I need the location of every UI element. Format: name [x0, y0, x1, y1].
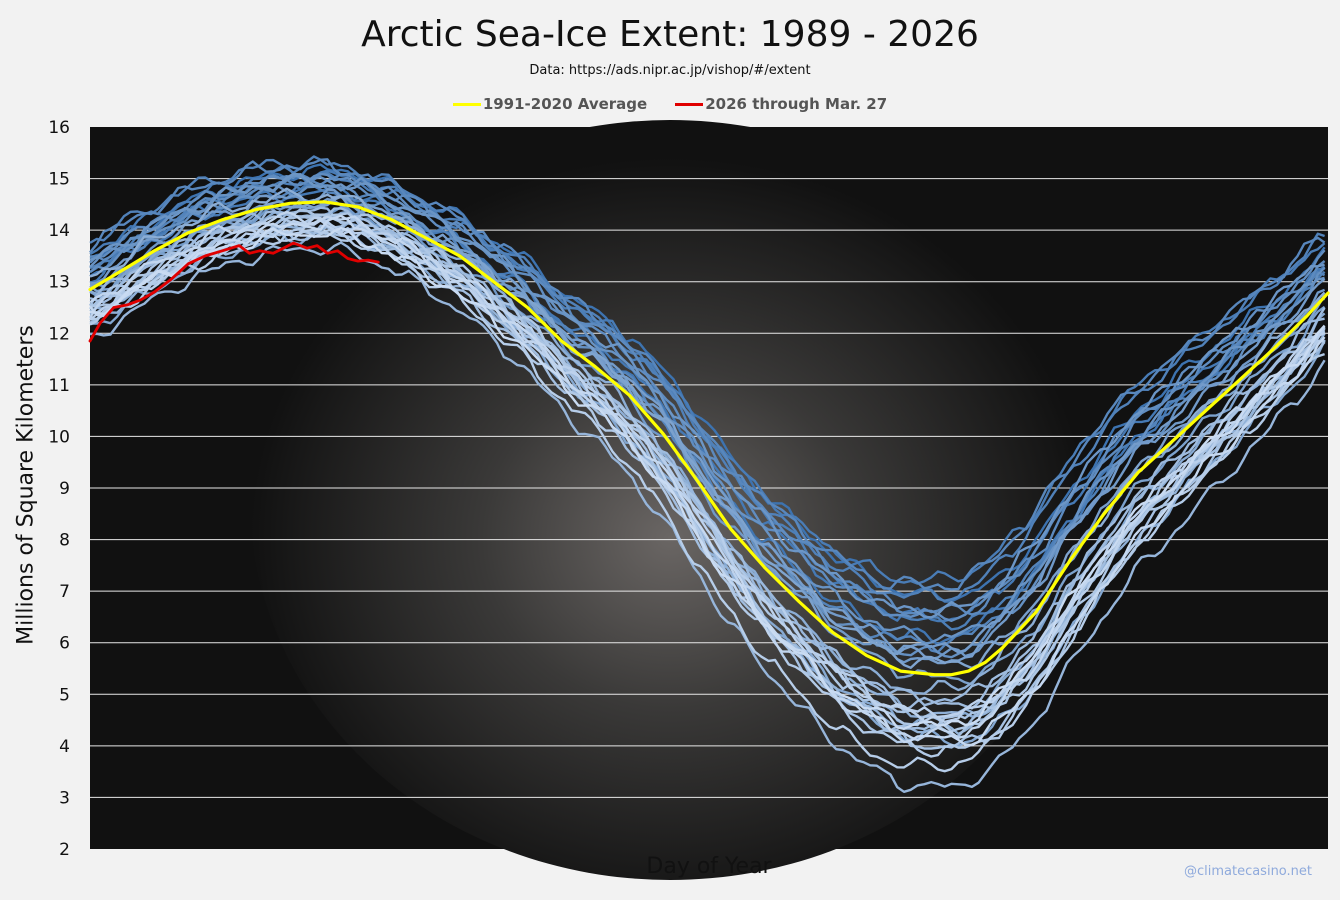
- y-tick-label: 13: [48, 273, 70, 293]
- legend-label-current-year: 2026 through Mar. 27: [705, 95, 888, 113]
- y-tick-label: 9: [59, 479, 70, 499]
- y-tick-label: 7: [59, 582, 70, 602]
- y-tick-label: 3: [59, 788, 70, 808]
- chart-title: Arctic Sea-Ice Extent: 1989 - 2026: [361, 14, 979, 55]
- y-tick-label: 12: [48, 324, 70, 344]
- legend: 1991-2020 Average 2026 through Mar. 27: [0, 95, 1340, 113]
- year-line-2001: [89, 172, 1325, 619]
- year-line-1994: [89, 155, 1325, 602]
- chart-subtitle: Data: https://ads.nipr.ac.jp/vishop/#/ex…: [529, 63, 811, 78]
- y-tick-label: 2: [59, 840, 70, 860]
- y-tick-label: 16: [48, 118, 70, 138]
- y-axis-ticks: 2 3 4 5 6 7 8 9 10 11 12 13 14 15 16: [48, 118, 70, 860]
- year-line-2023: [89, 210, 1326, 742]
- legend-swatch-average: [452, 102, 481, 106]
- legend-swatch-current-year: [675, 102, 704, 106]
- year-line-2003: [89, 188, 1326, 654]
- y-tick-label: 6: [59, 634, 70, 654]
- series-line-2026: [88, 241, 380, 343]
- year-line-2012: [89, 241, 1326, 793]
- historical-year-lines: [88, 155, 1326, 793]
- y-axis-label: Millions of Square Kilometers: [13, 325, 39, 645]
- year-line-1996: [89, 158, 1326, 591]
- year-line-2022: [88, 219, 1326, 723]
- year-line-2000: [89, 174, 1325, 645]
- legend-label-average: 1991-2020 Average: [482, 95, 648, 113]
- credit-text[interactable]: @climatecasino.net: [1183, 864, 1312, 879]
- y-tick-label: 14: [48, 221, 70, 241]
- year-line-2024: [89, 214, 1326, 747]
- series-line-average: [88, 200, 1330, 677]
- x-axis-label: Day of Year: [646, 854, 772, 879]
- y-tick-label: 4: [59, 737, 70, 757]
- y-tick-label: 11: [48, 376, 70, 396]
- y-tick-label: 5: [59, 685, 70, 705]
- highlight-series: [88, 200, 1330, 677]
- y-tick-label: 10: [48, 427, 70, 447]
- legend-entry-current-year: 2026 through Mar. 27: [675, 95, 887, 113]
- year-line-1989: [89, 163, 1326, 603]
- year-line-2021: [89, 216, 1326, 724]
- legend-entry-average: 1991-2020 Average: [452, 95, 648, 113]
- y-tick-label: 8: [59, 531, 70, 551]
- y-tick-label: 15: [48, 170, 70, 190]
- year-line-2025: [89, 226, 1326, 730]
